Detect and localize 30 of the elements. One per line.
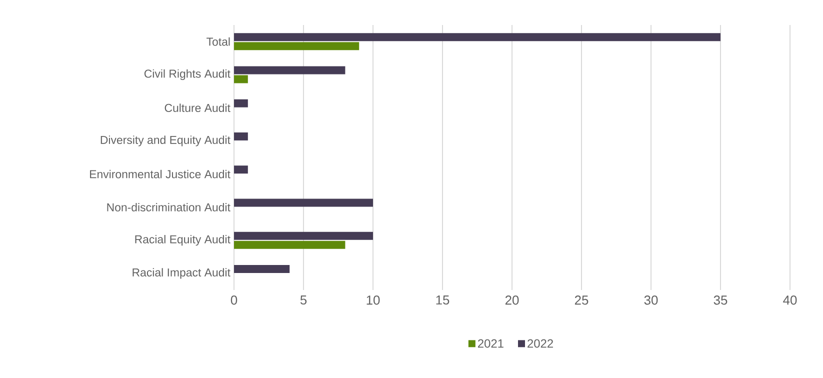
- legend-label: 2021: [478, 339, 504, 348]
- legend-label: 2022: [528, 339, 553, 348]
- bar: [234, 264, 290, 273]
- x-tick-label: 15: [436, 296, 450, 305]
- bar: [234, 240, 346, 249]
- y-tick-label: Non-discrimination Audit: [107, 202, 230, 212]
- bar: [234, 132, 248, 140]
- x-tick-label: 40: [783, 296, 797, 305]
- y-tick-label: Environmental Justice Audit: [90, 170, 230, 178]
- bar: [234, 75, 248, 84]
- y-tick-label: Total: [206, 37, 230, 46]
- x-tick-label: 10: [366, 296, 380, 305]
- bar: [234, 33, 721, 42]
- bar: [234, 232, 373, 240]
- bar: [234, 42, 360, 50]
- x-tick-label: 30: [644, 296, 658, 305]
- x-tick-label: 25: [574, 296, 588, 305]
- bar: [234, 99, 248, 108]
- y-tick-label: Culture Audit: [164, 104, 230, 112]
- x-tick-label: 0: [230, 296, 238, 305]
- x-tick-label: 20: [505, 296, 519, 305]
- x-tick-label: 5: [300, 296, 307, 305]
- x-tick-label: 35: [714, 296, 728, 305]
- y-tick-label: Diversity and Equity Audit: [100, 136, 230, 146]
- y-tick-label: Racial Impact Audit: [132, 268, 230, 279]
- bar: [234, 198, 373, 207]
- y-tick-label: Racial Equity Audit: [135, 234, 230, 246]
- bar: [234, 66, 346, 74]
- y-tick-label: Civil Rights Audit: [144, 69, 230, 80]
- bar: [234, 166, 248, 174]
